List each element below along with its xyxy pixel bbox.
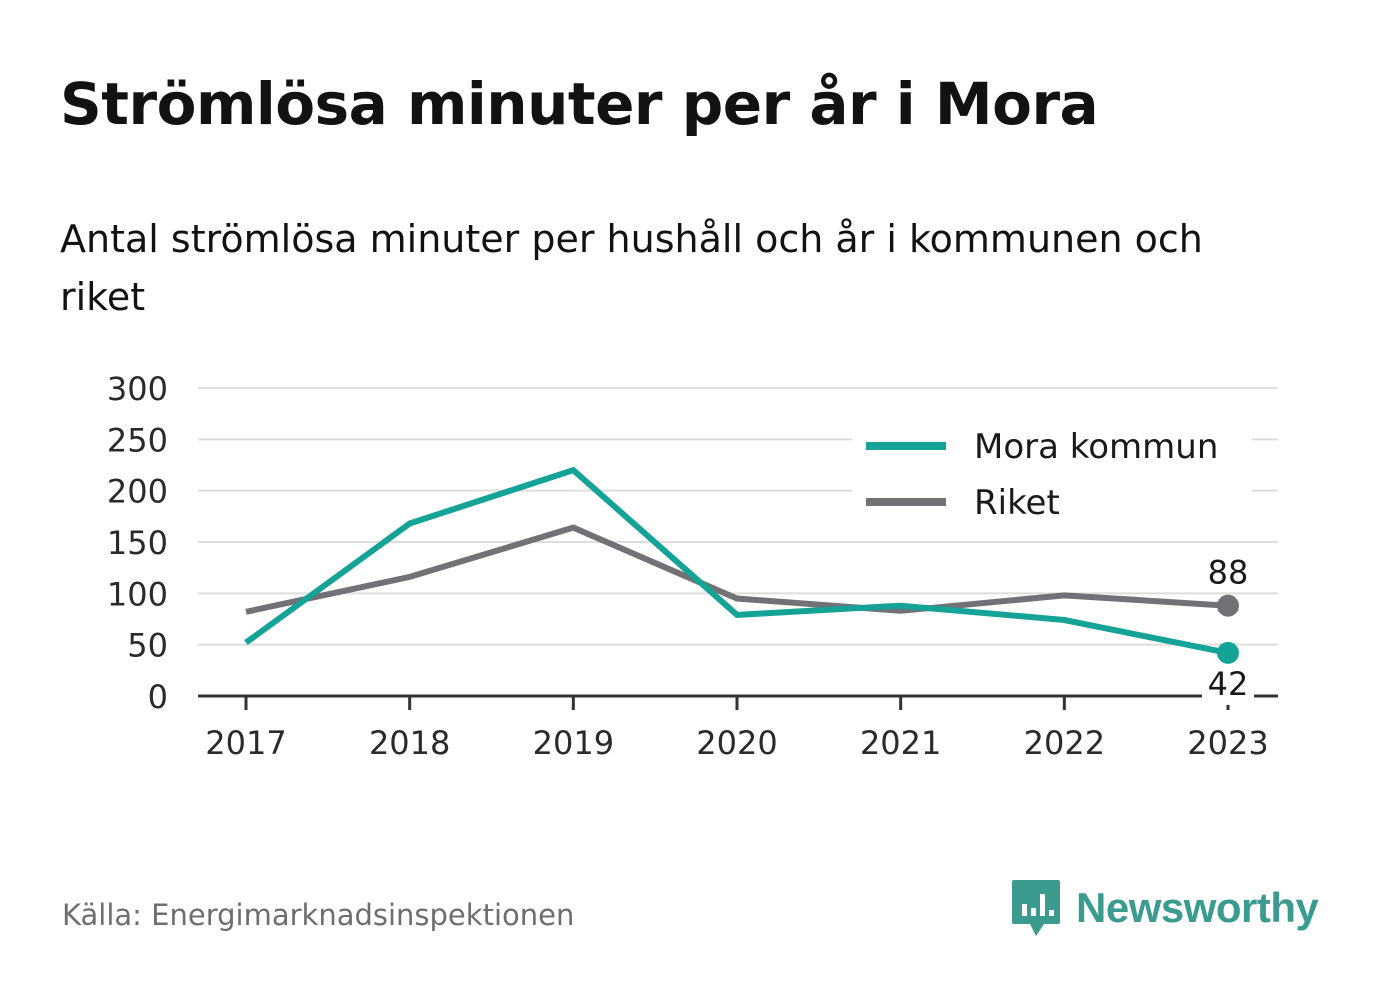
series-lines: [244, 466, 1229, 656]
x-tick-label: 2018: [369, 724, 450, 762]
legend: Mora kommun Riket: [852, 418, 1252, 530]
x-tick-label: 2022: [1024, 724, 1105, 762]
source-note: Källa: Energimarknadsinspektionen: [62, 898, 575, 932]
y-tick-label: 300: [107, 370, 168, 408]
newsworthy-logo-icon: [1012, 880, 1060, 936]
chart-subtitle: Antal strömlösa minuter per hushåll och …: [60, 217, 1203, 319]
end-value-label: 42: [1208, 665, 1249, 703]
x-tick-label: 2021: [860, 724, 941, 762]
end-point-marker: [1217, 594, 1239, 617]
y-tick-label: 50: [127, 627, 168, 665]
y-tick-label: 150: [107, 524, 168, 562]
legend-label: Riket: [974, 483, 1060, 523]
legend-label: Mora kommun: [974, 427, 1218, 467]
chart-title: Strömlösa minuter per år i Mora: [60, 70, 1099, 138]
series-line-1: [245, 524, 1229, 615]
y-tick-label: 0: [148, 678, 168, 716]
x-tick-label: 2023: [1187, 724, 1268, 762]
y-tick-label: 100: [107, 575, 168, 613]
y-tick-label: 250: [107, 421, 168, 459]
series-line-0: [244, 466, 1229, 656]
x-tick-label: 2020: [696, 724, 777, 762]
end-value-label: 88: [1208, 554, 1249, 592]
legend-background: [852, 418, 1252, 530]
x-tick-label: 2017: [205, 724, 286, 762]
end-value-labels: 42 88: [1202, 554, 1254, 705]
y-axis-tick-labels: 0 50 100 150 200 250 300: [107, 370, 168, 716]
end-label-backing: [1202, 664, 1254, 705]
y-tick-label: 200: [107, 473, 168, 511]
brand-name: Newsworthy: [1076, 884, 1319, 931]
newsworthy-brand: Newsworthy: [1010, 878, 1319, 938]
end-point-marker: [1217, 641, 1239, 664]
x-axis: 2017 2018 2019 2020 2021 2022 2023: [198, 694, 1278, 762]
x-tick-label: 2019: [533, 724, 614, 762]
